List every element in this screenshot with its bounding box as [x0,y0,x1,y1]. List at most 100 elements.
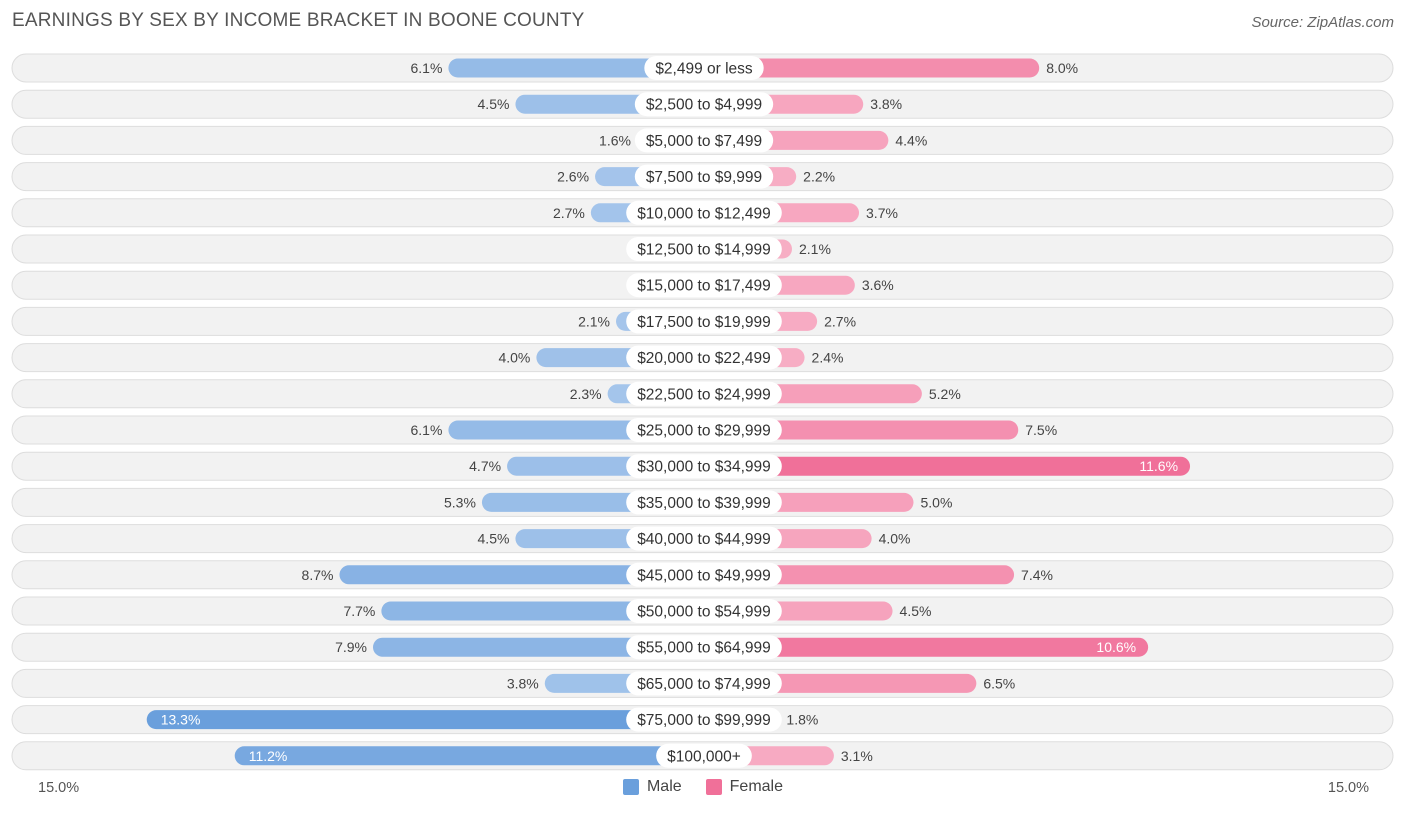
chart-canvas: 6.1% 8.0% $2,499 or less 4.5% 3.8% $2,500 to … [11,53,1394,771]
male-value-label: 4.5% [478,531,510,547]
male-value-label: 8.7% [302,567,334,583]
male-bar [372,637,704,657]
category-label: $5,000 to $7,499 [646,133,762,150]
category-label: $45,000 to $49,999 [637,567,771,584]
female-value-label: 4.4% [895,132,927,148]
category-label-pill [626,273,782,298]
source-credit: Source: ZipAtlas.com [1251,14,1394,31]
legend-label-female: Female [729,778,784,795]
male-value-label: 4.7% [469,458,501,474]
female-value-label: 3.6% [862,277,894,293]
male-value-label: 13.3% [161,712,201,728]
female-value-label: 7.5% [1025,422,1057,438]
male-bar [381,601,704,621]
male-bar [339,565,704,585]
female-bar [704,637,1149,657]
category-label: $55,000 to $64,999 [637,640,771,657]
category-label: $75,000 to $99,999 [637,712,771,729]
female-value-label: 11.6% [1139,458,1178,474]
category-label-pill [634,92,774,117]
male-value-label: 2.1% [578,313,610,329]
female-value-label: 3.7% [866,205,898,221]
male-bar [234,746,704,766]
legend-item-female[interactable]: Female [705,778,784,796]
category-label-pill [626,490,782,515]
category-label-pill [626,200,782,225]
category-label: $35,000 to $39,999 [637,495,771,512]
category-label-pill [626,454,782,479]
female-bar [704,420,1019,440]
female-value-label: 4.0% [879,531,911,547]
category-label: $10,000 to $12,499 [637,205,771,222]
category-label: $65,000 to $74,999 [637,676,771,693]
female-value-label: 4.5% [900,603,932,619]
female-value-label: 1.8% [786,712,818,728]
female-bar [704,456,1191,476]
female-value-label: 8.0% [1046,60,1078,76]
female-value-label: 5.2% [929,386,961,402]
category-label: $2,499 or less [655,61,753,78]
female-value-label: 3.1% [841,748,873,764]
category-label-pill [626,237,782,261]
category-label-pill [626,562,782,587]
category-label-pill [626,418,782,442]
male-value-label: 2.6% [557,169,589,185]
male-value-label: 11.2% [249,748,288,764]
male-value-label: 5.3% [444,494,476,510]
axis-left-label: 15.0% [38,780,80,796]
category-label-pill [626,526,782,551]
category-label: $40,000 to $44,999 [637,531,771,548]
male-value-label: 1.6% [599,132,631,148]
category-label-pill [626,635,782,660]
legend-swatch-female [705,779,722,795]
female-value-label: 3.8% [870,96,902,112]
category-label-pill [634,128,774,153]
category-label: $22,500 to $24,999 [637,386,771,403]
legend-label-male: Male [646,778,682,795]
female-value-label: 2.2% [803,169,835,185]
female-value-label: 7.4% [1021,567,1053,583]
category-label-pill [626,671,782,696]
axis-right-label: 15.0% [1327,780,1369,796]
male-bar [448,58,704,78]
female-value-label: 6.5% [983,675,1015,691]
male-value-label: 4.5% [478,96,510,112]
category-label: $2,500 to $4,999 [646,97,762,114]
category-label-pill [626,309,782,334]
male-value-label: 7.9% [335,639,367,655]
male-value-label: 6.1% [410,422,442,438]
legend-swatch-male [622,779,639,795]
male-bar [146,710,705,730]
category-label: $20,000 to $22,499 [637,350,771,367]
female-value-label: 10.6% [1096,639,1136,655]
legend: Male Female [0,778,1406,796]
category-label: $50,000 to $54,999 [637,604,771,621]
category-label: $17,500 to $19,999 [637,314,771,331]
category-label: $12,500 to $14,999 [637,242,771,259]
female-value-label: 2.1% [799,241,831,257]
female-value-label: 5.0% [921,494,953,510]
chart-title: EARNINGS BY SEX BY INCOME BRACKET IN BOO… [12,10,585,31]
female-value-label: 2.7% [824,313,856,329]
category-label-pill [626,599,782,623]
category-label: $25,000 to $29,999 [637,423,771,440]
category-label: $15,000 to $17,499 [637,278,771,295]
male-value-label: 2.3% [570,386,602,402]
female-bar [704,58,1040,78]
category-label-pill [656,743,752,768]
female-bar [704,565,1015,585]
male-value-label: 3.8% [507,675,539,691]
category-label-pill [644,56,764,80]
category-label: $100,000+ [667,748,741,765]
category-label-pill [626,707,782,732]
legend-item-male[interactable]: Male [622,778,682,796]
category-label: $7,500 to $9,999 [646,169,762,186]
category-label-pill [634,164,774,189]
male-value-label: 4.0% [498,350,530,366]
male-value-label: 6.1% [410,60,442,76]
male-value-label: 7.7% [343,603,375,619]
category-label-pill [626,345,782,370]
category-label: $30,000 to $34,999 [637,459,771,476]
male-value-label: 2.7% [553,205,585,221]
category-label-pill [626,381,782,406]
